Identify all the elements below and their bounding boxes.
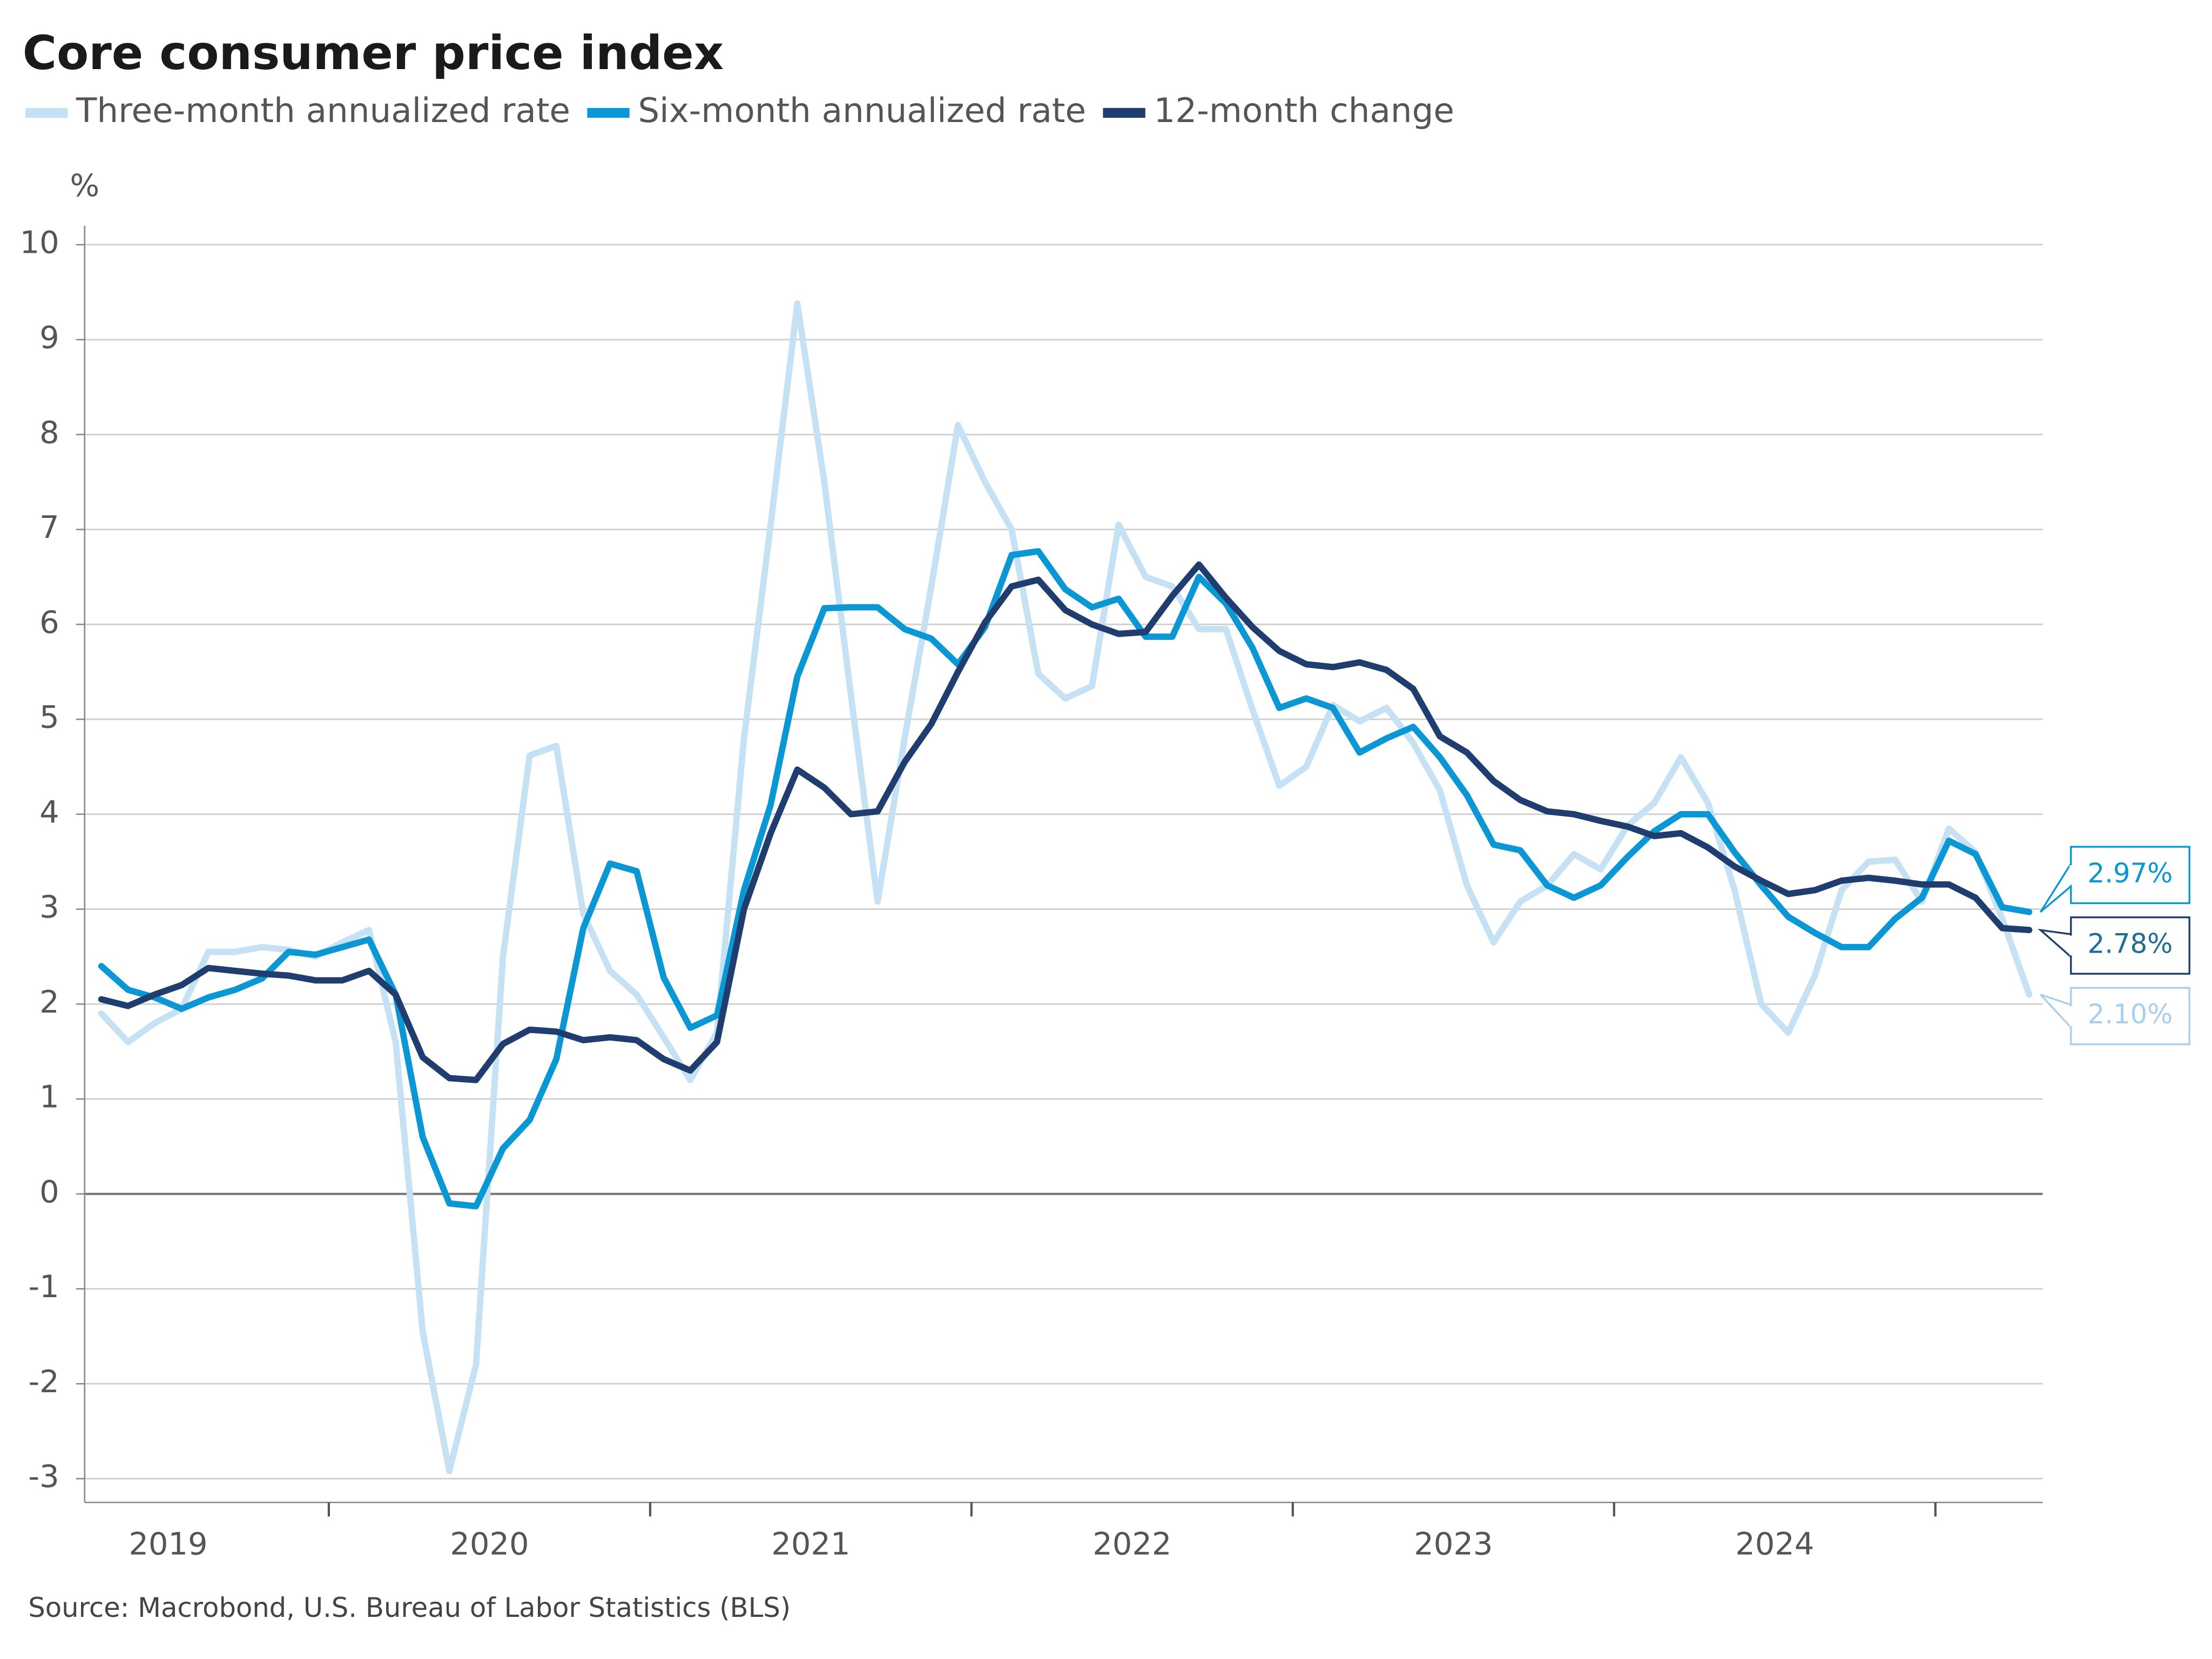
x-tick-label: 2024 bbox=[1735, 1526, 1814, 1562]
x-tick-label: 2023 bbox=[1414, 1526, 1493, 1562]
label-callout bbox=[2039, 863, 2072, 913]
series-line bbox=[98, 548, 2033, 1210]
legend-label: 12-month change bbox=[1154, 91, 1454, 130]
y-tick-label: 9 bbox=[39, 320, 59, 356]
end-value-label: 2.97% bbox=[2088, 858, 2173, 889]
y-tick-label: 4 bbox=[39, 794, 59, 830]
x-tick-label: 2020 bbox=[450, 1526, 529, 1562]
label-callout bbox=[2040, 994, 2072, 1028]
y-tick-label: 7 bbox=[39, 509, 59, 545]
series-line bbox=[98, 300, 2033, 1474]
label-callout bbox=[2038, 928, 2072, 958]
label-box bbox=[2070, 916, 2190, 975]
y-tick-label: 6 bbox=[39, 604, 59, 640]
label-box bbox=[2070, 846, 2190, 905]
end-value-label: 2.78% bbox=[2088, 928, 2173, 959]
end-value-label: 2.10% bbox=[2088, 999, 2173, 1030]
y-tick-label: 8 bbox=[39, 414, 59, 450]
label-box bbox=[2070, 987, 2190, 1046]
series-line bbox=[98, 561, 2033, 1083]
y-tick-label: 3 bbox=[39, 889, 59, 925]
y-tick-label: -2 bbox=[28, 1364, 59, 1400]
y-tick-label: 5 bbox=[39, 699, 59, 736]
y-tick-label: 1 bbox=[39, 1079, 59, 1115]
x-tick-label: 2019 bbox=[129, 1526, 207, 1562]
x-tick-label: 2022 bbox=[1092, 1526, 1171, 1562]
x-tick-label: 2021 bbox=[771, 1526, 850, 1562]
chart-title: Core consumer price index bbox=[23, 26, 724, 80]
y-tick-label: 2 bbox=[39, 984, 59, 1020]
y-tick-label: -1 bbox=[28, 1269, 59, 1305]
y-axis-label: % bbox=[70, 167, 99, 204]
y-tick-label: 10 bbox=[20, 225, 59, 261]
legend-label: Three-month annualized rate bbox=[76, 91, 570, 130]
legend-label: Six-month annualized rate bbox=[638, 91, 1086, 130]
y-tick-label: -3 bbox=[28, 1459, 59, 1495]
source-note: Source: Macrobond, U.S. Bureau of Labor … bbox=[28, 1592, 791, 1623]
y-tick-label: 0 bbox=[39, 1174, 59, 1210]
